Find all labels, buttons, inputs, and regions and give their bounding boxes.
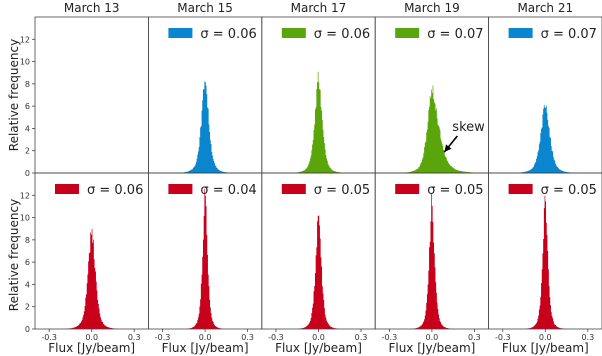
bottom-panel-5-xtick-label-2: 0.0 — [539, 333, 552, 342]
bottom-panel-3-legend-label: σ = 0.05 — [314, 183, 370, 198]
bottom-panel-5-x-axis-label: Flux [Jy/beam] — [502, 341, 589, 355]
bottom-panel-5-histogram — [488, 195, 602, 329]
top-panel-4-histogram — [375, 85, 489, 173]
top-panel-4-legend-swatch — [395, 28, 420, 38]
column-title-3: March 17 — [291, 1, 347, 15]
bottom-ytick-label-3: 4 — [25, 280, 30, 289]
bottom-panel-1-legend-label: σ = 0.06 — [87, 183, 143, 198]
column-title-2: March 15 — [177, 1, 233, 15]
bottom-panel-5-legend-swatch — [508, 184, 533, 194]
top-panel-3-legend-swatch — [281, 28, 306, 38]
top-ytick-label-7: 12 — [20, 35, 30, 44]
bottom-panel-4-x-axis-label: Flux [Jy/beam] — [388, 341, 475, 355]
bottom-panel-3-legend-swatch — [281, 184, 306, 194]
bottom-panel-4-legend-swatch — [395, 184, 420, 194]
column-title-1: March 13 — [64, 1, 120, 15]
top-ytick-label-2: 2 — [25, 147, 30, 156]
top-ytick-label-5: 8 — [25, 80, 30, 89]
top-panel-2-histogram — [148, 81, 262, 173]
bottom-ytick-label-7: 12 — [20, 191, 30, 200]
bottom-panel-4-legend-label: σ = 0.05 — [427, 183, 483, 198]
bottom-panel-2-xtick-label-2: 0.0 — [199, 333, 212, 342]
bottom-panel-5-legend-label: σ = 0.05 — [541, 183, 597, 198]
bottom-panel-2-xtick-label-3: 0.3 — [241, 333, 254, 342]
top-panel-5-legend-swatch — [508, 28, 533, 38]
skew-annotation-arrow-head — [444, 144, 452, 152]
top-panel-2-legend-swatch — [168, 28, 193, 38]
bottom-panel-2-x-axis-label: Flux [Jy/beam] — [162, 341, 249, 355]
top-panel-3-legend-label: σ = 0.06 — [314, 27, 370, 42]
column-title-5: March 21 — [517, 1, 573, 15]
bottom-panel-1-legend-swatch — [55, 184, 79, 194]
top-ytick-label-3: 4 — [25, 124, 30, 133]
bottom-panel-2-legend-label: σ = 0.04 — [200, 183, 256, 198]
bottom-panel-5-xtick-label-3: 0.3 — [581, 333, 594, 342]
bottom-panel-3-xtick-label-3: 0.3 — [355, 333, 368, 342]
bottom-panel-4-xtick-label-1: -0.3 — [382, 333, 398, 342]
y-axis-label-bottom: Relative frequency — [7, 199, 21, 311]
top-panel-3-histogram — [261, 71, 376, 173]
top-panel-4-legend-label: σ = 0.07 — [427, 27, 483, 42]
bottom-ytick-label-2: 2 — [25, 303, 30, 312]
bottom-panel-1-xtick-label-1: -0.3 — [41, 333, 57, 342]
bottom-ytick-label-5: 8 — [25, 236, 30, 245]
bottom-panel-2-histogram — [148, 188, 262, 329]
top-ytick-label-6: 10 — [20, 58, 30, 67]
bottom-panel-1-xtick-label-2: 0.0 — [85, 333, 98, 342]
bottom-panel-3-histogram — [261, 215, 376, 329]
top-panel-5-legend-label: σ = 0.07 — [541, 27, 597, 42]
skew-annotation-label: skew — [452, 120, 485, 135]
bottom-ytick-label-1: 0 — [25, 325, 30, 334]
bottom-panel-5-xtick-label-1: -0.3 — [495, 333, 511, 342]
bottom-panel-2-legend-swatch — [168, 184, 193, 194]
bottom-panel-1-xtick-label-3: 0.3 — [128, 333, 141, 342]
top-ytick-label-4: 6 — [25, 102, 30, 111]
top-panel-1-frame — [34, 16, 149, 174]
top-panel-2-legend-label: σ = 0.06 — [200, 27, 256, 42]
bottom-ytick-label-4: 6 — [25, 258, 30, 267]
column-title-4: March 19 — [404, 1, 460, 15]
bottom-panel-3-x-axis-label: Flux [Jy/beam] — [275, 341, 362, 355]
bottom-panel-1-x-axis-label: Flux [Jy/beam] — [48, 341, 135, 355]
top-panel-5-histogram — [488, 104, 602, 173]
bottom-panel-3-xtick-label-2: 0.0 — [312, 333, 325, 342]
bottom-panel-1-histogram — [35, 228, 149, 329]
bottom-panel-4-xtick-label-2: 0.0 — [426, 333, 439, 342]
y-axis-label-top: Relative frequency — [7, 39, 21, 151]
bottom-ytick-label-6: 10 — [20, 214, 30, 223]
bottom-panel-3-xtick-label-1: -0.3 — [268, 333, 284, 342]
bottom-panel-2-xtick-label-1: -0.3 — [155, 333, 171, 342]
top-ytick-label-1: 0 — [25, 169, 30, 178]
bottom-panel-4-xtick-label-3: 0.3 — [468, 333, 481, 342]
bottom-panel-4-histogram — [375, 193, 489, 329]
panels-group: March 13 March 15 March 17 March 19 March 21… — [20, 1, 602, 355]
